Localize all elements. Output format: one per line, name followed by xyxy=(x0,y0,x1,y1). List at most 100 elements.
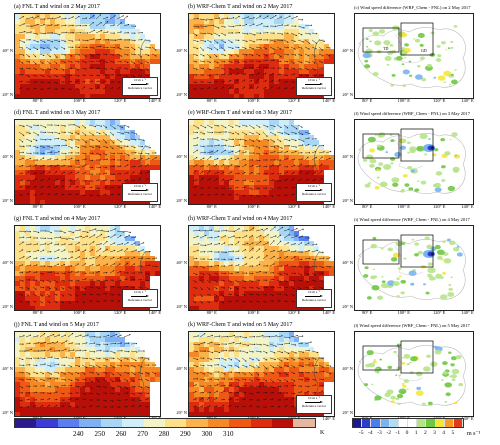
lon-tick-label: 140° E xyxy=(461,310,474,315)
reference-arrow-icon xyxy=(305,294,323,298)
reference-vector-legend: 10 m s⁻¹ Reference vector xyxy=(296,183,332,202)
lon-tick-label: 100° E xyxy=(397,98,410,103)
map-canvas xyxy=(357,22,466,88)
reference-vector-label: Reference vector xyxy=(128,192,152,196)
lon-tick-label: 140° E xyxy=(148,204,162,209)
diff-colorbar-label: -4 xyxy=(368,430,373,436)
diff-colorbar-label: 0 xyxy=(405,430,409,436)
diff-colorbar-segment xyxy=(371,419,381,427)
reference-vector-legend: 10 m s⁻¹ Reference vector xyxy=(122,77,158,96)
map-area xyxy=(354,225,474,311)
temp-colorbar-segment xyxy=(272,419,294,427)
reference-vector-value: 10 m s⁻¹ xyxy=(133,184,147,188)
lon-tick-label: 140° E xyxy=(322,98,336,103)
map-area: 10 m s⁻¹ Reference vector xyxy=(188,225,335,311)
diff-colorbar-label: 3 xyxy=(433,430,436,436)
lon-tick-label: 140° E xyxy=(322,204,336,209)
lon-tick-label: 120° E xyxy=(113,310,127,315)
lat-tick-label: 20° N xyxy=(342,92,353,97)
panel-title: (b) WRF-Chem T and wind on 2 May 2017 xyxy=(188,4,293,10)
lon-tick-label: 120° E xyxy=(113,204,127,209)
lat-tick-label: 40° N xyxy=(176,154,187,160)
temp-colorbar-segment xyxy=(293,419,315,427)
map-area xyxy=(354,119,474,205)
temp-colorbar-segment xyxy=(164,419,187,427)
lon-tick-label: 80° E xyxy=(362,310,373,315)
map-area: TD GD xyxy=(354,13,474,99)
lon-tick-label: 100° E xyxy=(397,310,410,315)
temp-colorbar-segment xyxy=(36,419,58,427)
diff-colorbar-label: 5 xyxy=(451,430,455,436)
map-area: 10 m s⁻¹ Reference vector xyxy=(14,225,161,311)
map-area: 10 m s⁻¹ Reference vector xyxy=(14,13,161,99)
reference-vector-label: Reference vector xyxy=(128,86,152,90)
reference-vector-label: Reference vector xyxy=(302,192,326,196)
reference-vector-legend: 10 m s⁻¹ Reference vector xyxy=(296,289,332,308)
panel-title: (j) FNL T and wind on 5 May 2017 xyxy=(14,322,99,328)
lon-tick-label: 100° E xyxy=(73,310,86,315)
diff-colorbar-segment xyxy=(453,419,464,427)
map-canvas xyxy=(15,226,160,310)
reference-arrow-icon xyxy=(305,188,323,192)
temp-colorbar-label: 310 xyxy=(223,430,234,438)
reference-vector-label: Reference vector xyxy=(128,298,152,302)
map-area xyxy=(354,331,474,417)
diff-colorbar-segment xyxy=(398,419,409,427)
temp-colorbar-strip xyxy=(14,418,316,428)
temp-colorbar-segment xyxy=(79,419,101,427)
lon-tick-label: 120° E xyxy=(287,310,301,315)
temp-colorbar-segment xyxy=(229,419,251,427)
map-canvas xyxy=(189,120,334,204)
reference-vector-legend: 10 m s⁻¹ Reference vector xyxy=(122,183,158,202)
temp-colorbar-segment xyxy=(57,419,80,427)
lon-tick-label: 80° E xyxy=(32,204,43,209)
reference-arrow-icon xyxy=(131,82,149,86)
diff-colorbar-segment xyxy=(417,419,427,427)
temp-colorbar-label: 300 xyxy=(201,430,213,438)
temp-colorbar-unit: K xyxy=(320,430,325,436)
diff-colorbar-label: -3 xyxy=(377,430,382,436)
lon-tick-label: 140° E xyxy=(322,416,336,421)
lon-tick-label: 140° E xyxy=(461,416,474,421)
reference-vector-legend: 10 m s⁻¹ Reference vector xyxy=(296,395,332,414)
panel-title: (e) WRF-Chem T and wind on 3 May 2017 xyxy=(188,110,292,116)
temp-colorbar-segment xyxy=(186,419,208,427)
reference-vector-value: 10 m s⁻¹ xyxy=(307,78,321,82)
temp-colorbar-label: 290 xyxy=(180,430,191,438)
reference-vector-value: 10 m s⁻¹ xyxy=(133,290,147,294)
map-area: 10 m s⁻¹ Reference vector xyxy=(14,119,161,205)
temp-colorbar-label: 270 xyxy=(137,430,148,438)
panel-title: (d) FNL T and wind on 3 May 2017 xyxy=(14,110,101,116)
temp-colorbar-segment xyxy=(250,419,273,427)
panel-title: (k) WRF-Chem T and wind on 5 May 2017 xyxy=(188,322,293,328)
temp-colorbar-segment xyxy=(143,419,165,427)
panel-title: (l) Wind speed difference (WRF_Chem - FN… xyxy=(354,323,470,328)
temp-colorbar-label: 250 xyxy=(94,430,105,438)
map-canvas xyxy=(189,14,334,98)
lon-tick-label: 140° E xyxy=(322,310,336,315)
reference-vector-label: Reference vector xyxy=(302,298,326,302)
diff-colorbar-label: -5 xyxy=(358,430,364,436)
reference-vector-legend: 10 m s⁻¹ Reference vector xyxy=(296,77,332,96)
lon-tick-label: 80° E xyxy=(32,98,43,103)
lat-tick-label: 40° N xyxy=(2,48,13,54)
lon-tick-label: 120° E xyxy=(113,98,127,103)
lon-tick-label: 100° E xyxy=(247,98,260,103)
diff-colorbar-label: -2 xyxy=(386,430,391,436)
lon-tick-label: 80° E xyxy=(206,98,217,103)
lat-tick-label: 40° N xyxy=(342,260,353,266)
diff-colorbar-label: 1 xyxy=(414,430,418,436)
reference-arrow-icon xyxy=(131,188,149,192)
temp-colorbar-segment xyxy=(15,419,37,427)
panel-title: (c) Wind speed difference (WRF_Chem - FN… xyxy=(354,5,471,10)
region-label-gd: GD xyxy=(421,48,427,53)
diff-colorbar-segment xyxy=(444,419,454,427)
lon-tick-label: 80° E xyxy=(362,204,373,209)
lat-tick-label: 40° N xyxy=(342,366,353,372)
diff-colorbar-segment xyxy=(408,419,418,427)
reference-arrow-icon xyxy=(305,400,323,404)
lon-tick-label: 140° E xyxy=(148,310,162,315)
diff-colorbar-label: 4 xyxy=(442,430,446,436)
map-canvas xyxy=(357,234,466,300)
lat-tick-label: 40° N xyxy=(176,366,187,372)
